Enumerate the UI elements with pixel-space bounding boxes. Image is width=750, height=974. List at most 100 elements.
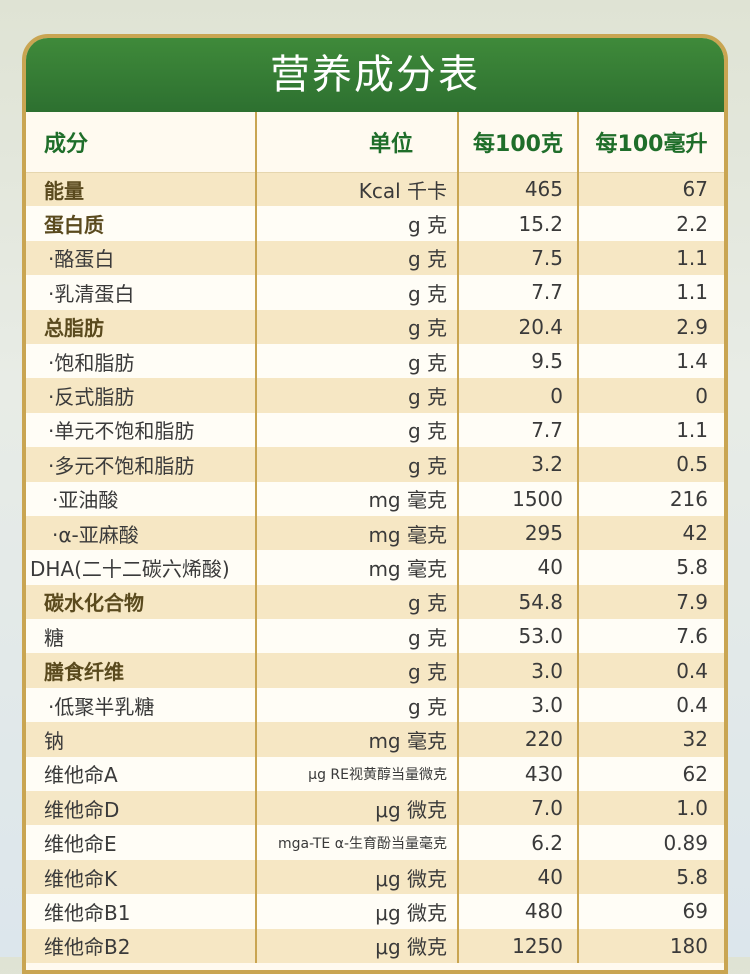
nutrient-unit: μg RE视黄醇当量微克 [256, 756, 459, 792]
nutrient-unit: Kcal 千卡 [256, 172, 459, 207]
nutrient-unit: μg 微克 [256, 928, 459, 963]
table-row: 能量 Kcal 千卡 465 67 [26, 172, 724, 207]
nutrient-unit: g 克 [256, 343, 459, 379]
nutrient-unit: g 克 [256, 653, 459, 688]
value-per-100ml: 180 [578, 928, 724, 963]
header-per-100g: 每100克 [458, 112, 579, 173]
value-per-100g: 0 [458, 378, 579, 413]
value-per-100ml: 42 [578, 515, 724, 551]
nutrition-card: 营养成分表 成分 单位 每100克 每100毫升 能量 Kcal 千卡 465 … [22, 34, 728, 974]
table-row: ·亚油酸 mg 毫克 1500 216 [26, 481, 724, 516]
value-per-100ml: 5.8 [578, 550, 724, 585]
value-per-100g: 7.7 [458, 275, 579, 310]
table-row: 糖 g 克 53.0 7.6 [26, 619, 724, 654]
value-per-100g: 3.0 [458, 653, 579, 688]
nutrient-name: 维他命D [26, 791, 257, 826]
value-per-100ml: 1.1 [578, 240, 724, 276]
table-row: ·饱和脂肪 g 克 9.5 1.4 [26, 343, 724, 379]
value-per-100g: 480 [458, 894, 579, 929]
value-per-100ml: 1.4 [578, 343, 724, 379]
value-per-100ml: 0.4 [578, 687, 724, 723]
nutrient-unit: g 克 [256, 240, 459, 276]
nutrient-name: 钠 [26, 722, 257, 757]
nutrient-unit: μg 微克 [256, 859, 459, 895]
value-per-100g: 7.0 [458, 791, 579, 826]
nutrient-unit: mg 毫克 [256, 515, 459, 551]
value-per-100g: 465 [458, 172, 579, 207]
value-per-100g: 3.0 [458, 687, 579, 723]
nutrient-unit: g 克 [256, 309, 459, 344]
value-per-100ml: 67 [578, 172, 724, 207]
value-per-100ml: 0.5 [578, 447, 724, 482]
nutrient-unit: g 克 [256, 447, 459, 482]
table-row: 蛋白质 g 克 15.2 2.2 [26, 206, 724, 241]
table-row: ·单元不饱和脂肪 g 克 7.7 1.1 [26, 412, 724, 448]
table-row: DHA(二十二碳六烯酸) mg 毫克 40 5.8 [26, 550, 724, 585]
nutrient-unit: g 克 [256, 687, 459, 723]
nutrient-unit: g 克 [256, 206, 459, 241]
nutrient-unit: g 克 [256, 619, 459, 654]
value-per-100g: 20.4 [458, 309, 579, 344]
header-per-100ml: 每100毫升 [578, 112, 724, 173]
nutrient-name: 糖 [26, 619, 257, 654]
table-row: 维他命B1 μg 微克 480 69 [26, 894, 724, 929]
header-unit: 单位 [256, 112, 459, 173]
table-row: ·酪蛋白 g 克 7.5 1.1 [26, 240, 724, 276]
nutrient-unit: mga-TE α-生育酚当量毫克 [256, 825, 459, 860]
nutrient-unit: g 克 [256, 378, 459, 413]
value-per-100g: 430 [458, 756, 579, 792]
nutrient-name: ·单元不饱和脂肪 [26, 412, 257, 448]
nutrient-unit: μg 微克 [256, 791, 459, 826]
nutrition-table: 成分 单位 每100克 每100毫升 能量 Kcal 千卡 465 67 蛋白质… [26, 112, 724, 963]
nutrient-name: ·乳清蛋白 [26, 275, 257, 310]
value-per-100ml: 216 [578, 481, 724, 516]
value-per-100ml: 1.1 [578, 275, 724, 310]
value-per-100g: 220 [458, 722, 579, 757]
table-row: 维他命K μg 微克 40 5.8 [26, 859, 724, 895]
nutrient-name: ·α-亚麻酸 [26, 515, 257, 551]
value-per-100g: 54.8 [458, 584, 579, 620]
value-per-100g: 3.2 [458, 447, 579, 482]
nutrient-name: DHA(二十二碳六烯酸) [26, 550, 257, 585]
nutrient-name: 碳水化合物 [26, 584, 257, 620]
table-row: 维他命E mga-TE α-生育酚当量毫克 6.2 0.89 [26, 825, 724, 860]
value-per-100ml: 2.2 [578, 206, 724, 241]
nutrient-name: 维他命K [26, 859, 257, 895]
nutrient-name: 维他命E [26, 825, 257, 860]
nutrient-name: 维他命B1 [26, 894, 257, 929]
nutrient-unit: mg 毫克 [256, 722, 459, 757]
table-row: ·低聚半乳糖 g 克 3.0 0.4 [26, 687, 724, 723]
value-per-100ml: 7.9 [578, 584, 724, 620]
nutrient-unit: g 克 [256, 275, 459, 310]
table-row: ·乳清蛋白 g 克 7.7 1.1 [26, 275, 724, 310]
nutrient-name: ·低聚半乳糖 [26, 687, 257, 723]
value-per-100g: 7.7 [458, 412, 579, 448]
nutrient-name: 维他命A [26, 756, 257, 792]
nutrient-name: ·反式脂肪 [26, 378, 257, 413]
value-per-100g: 1250 [458, 928, 579, 963]
table-row: 总脂肪 g 克 20.4 2.9 [26, 309, 724, 344]
value-per-100g: 40 [458, 550, 579, 585]
value-per-100ml: 1.0 [578, 791, 724, 826]
table-row: 维他命B2 μg 微克 1250 180 [26, 928, 724, 963]
value-per-100g: 295 [458, 515, 579, 551]
header-name: 成分 [26, 112, 257, 173]
nutrient-unit: mg 毫克 [256, 481, 459, 516]
value-per-100g: 40 [458, 859, 579, 895]
nutrient-name: ·亚油酸 [26, 481, 257, 516]
value-per-100ml: 62 [578, 756, 724, 792]
value-per-100ml: 0.4 [578, 653, 724, 688]
value-per-100ml: 32 [578, 722, 724, 757]
nutrient-name: ·酪蛋白 [26, 240, 257, 276]
nutrient-unit: mg 毫克 [256, 550, 459, 585]
value-per-100ml: 0.89 [578, 825, 724, 860]
table-row: 碳水化合物 g 克 54.8 7.9 [26, 584, 724, 620]
header-row: 成分 单位 每100克 每100毫升 [26, 112, 724, 173]
nutrient-name: ·多元不饱和脂肪 [26, 447, 257, 482]
nutrient-unit: g 克 [256, 412, 459, 448]
value-per-100g: 7.5 [458, 240, 579, 276]
nutrient-unit: g 克 [256, 584, 459, 620]
value-per-100g: 9.5 [458, 343, 579, 379]
table-row: 膳食纤维 g 克 3.0 0.4 [26, 653, 724, 688]
value-per-100ml: 0 [578, 378, 724, 413]
